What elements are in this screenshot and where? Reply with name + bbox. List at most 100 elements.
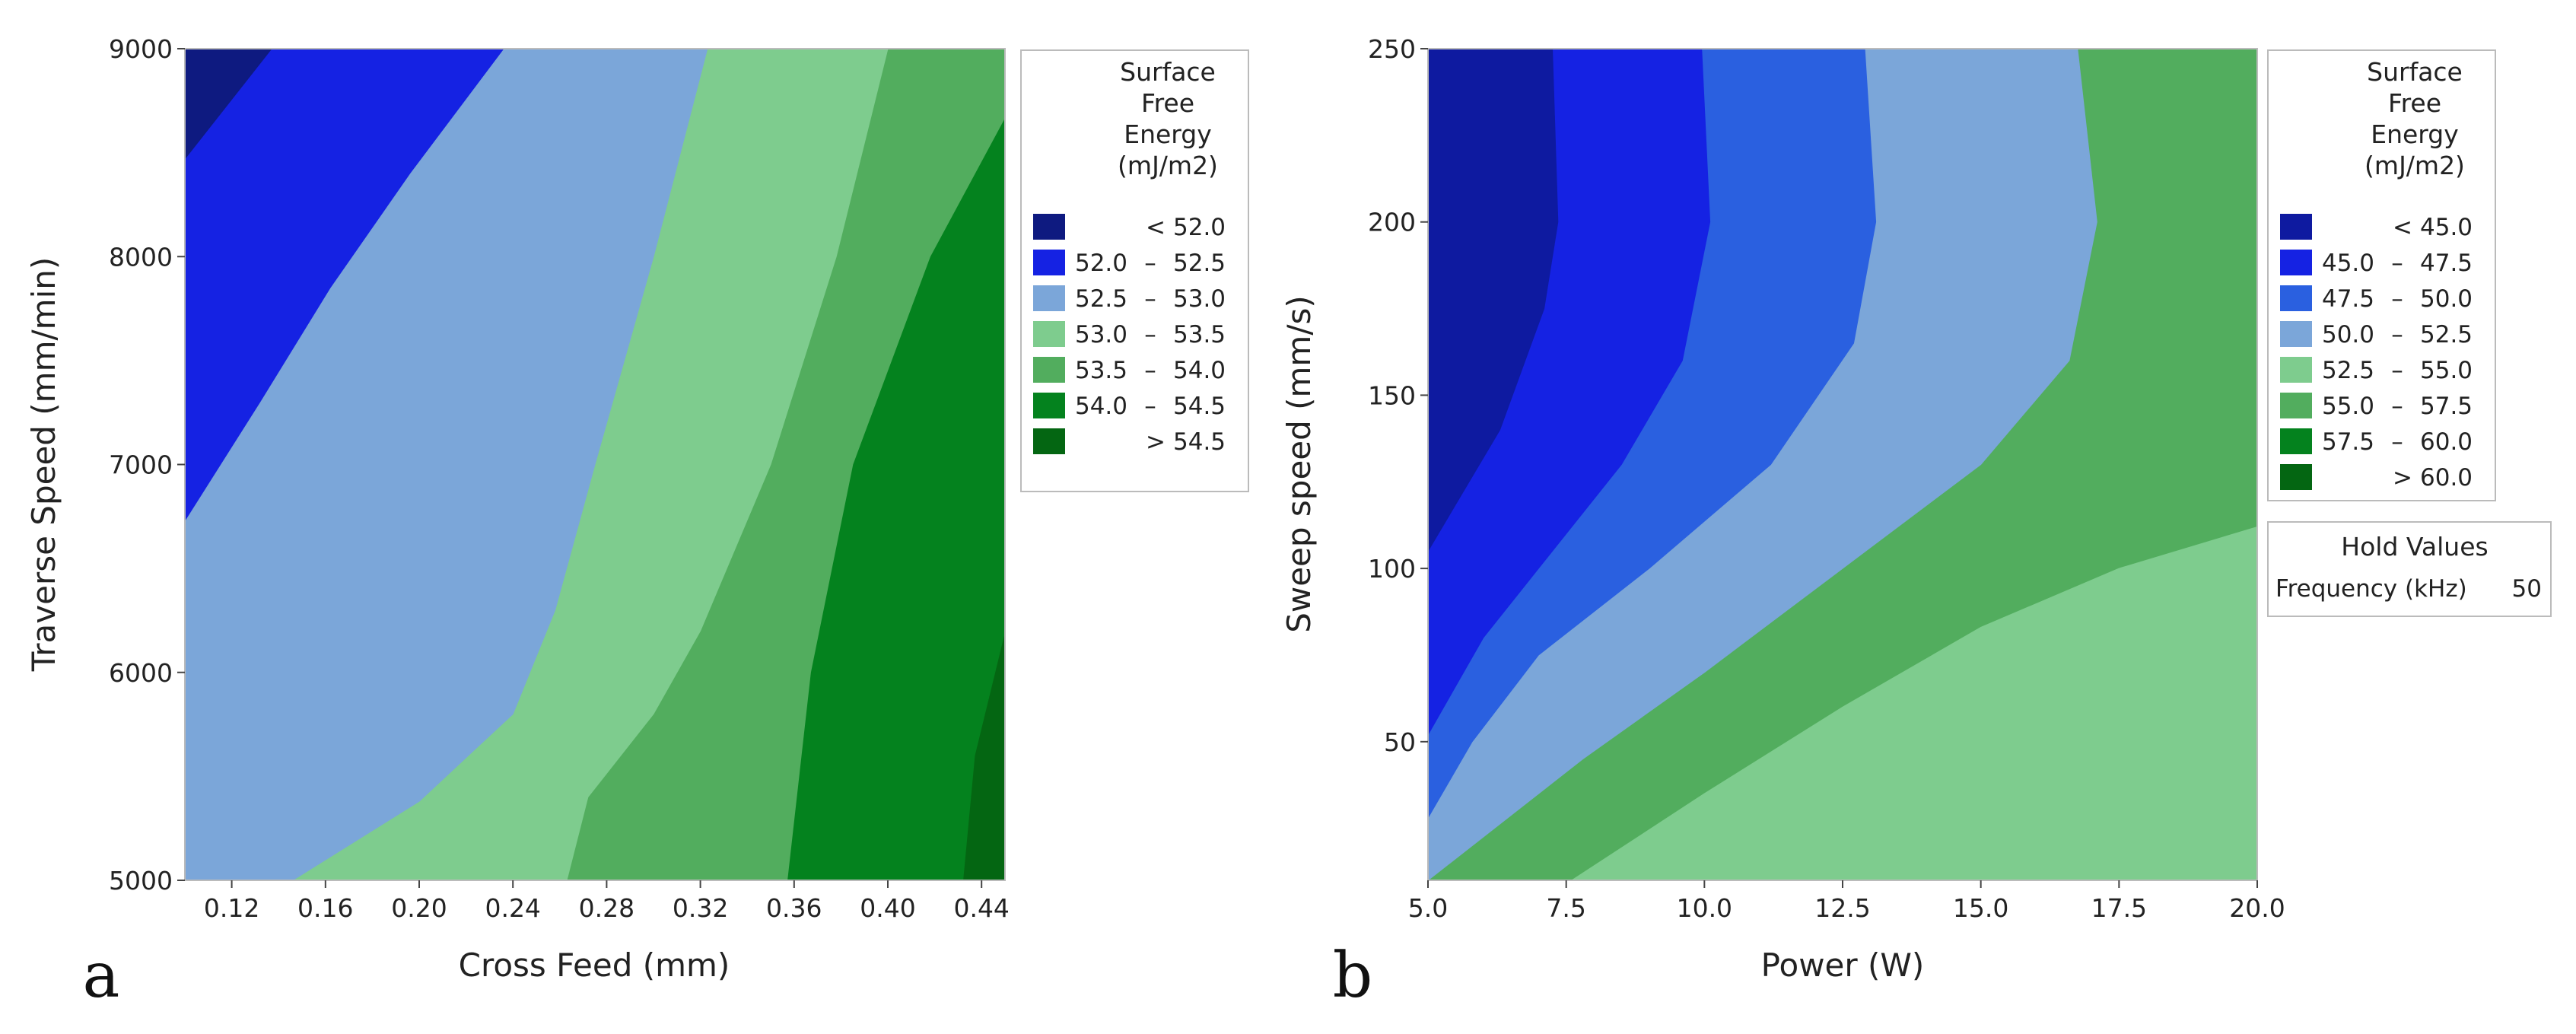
legend-title-line: Surface [2367, 57, 2463, 87]
x-tick-label: 20.0 [2229, 893, 2285, 923]
legend-swatch [2280, 464, 2312, 490]
legend-label-high: 57.5 [2420, 393, 2473, 420]
x-tick-label: 0.24 [485, 893, 540, 923]
legend-label-high: 55.0 [2420, 357, 2473, 384]
contour-band [185, 49, 504, 522]
panel-label: b [1333, 940, 1373, 1012]
legend-label-dash: – [2391, 285, 2403, 313]
legend-label-low: 53.5 [1075, 357, 1127, 384]
legend-swatch [2280, 321, 2312, 347]
legend-label-high: 52.5 [1173, 250, 1226, 277]
contour-regions [1428, 49, 2257, 880]
legend-label-low: 47.5 [2322, 285, 2374, 313]
y-tick-label: 250 [1368, 34, 1416, 64]
y-tick-label: 9000 [109, 34, 173, 64]
legend-label-dash: – [1144, 285, 1156, 313]
x-tick-label: 0.40 [860, 893, 915, 923]
legend-label-low: 54.0 [1075, 393, 1127, 420]
legend-label-dash: – [2391, 393, 2403, 420]
legend-label-value: 54.5 [1173, 428, 1226, 456]
legend-swatch [1033, 321, 1065, 347]
legend-label-high: 52.5 [2420, 321, 2473, 348]
x-tick-label: 12.5 [1814, 893, 1870, 923]
x-axis-title: Cross Feed (mm) [459, 947, 730, 984]
y-tick-label: 6000 [109, 658, 173, 688]
legend-swatch [1033, 393, 1065, 418]
legend-label-dash: – [2391, 357, 2403, 384]
legend-label-dash: – [1144, 357, 1156, 384]
legend-swatch [1033, 357, 1065, 383]
legend-label-high: 53.0 [1173, 285, 1226, 313]
hold-values: Hold Values Frequency (kHz) 50 [2267, 521, 2552, 617]
x-tick-label: 0.36 [766, 893, 822, 923]
chart-panel-b: 5.0 7.5 10.0 12.5 15.0 17.5 20.0 50 100 150 200 250… [1280, 34, 2552, 1012]
legend-swatch [2280, 357, 2312, 383]
x-tick-label: 0.32 [673, 893, 728, 923]
x-tick-label: 10.0 [1677, 893, 1732, 923]
legend-label-op: > [2393, 464, 2412, 492]
legend-label-value: 52.0 [1173, 214, 1226, 241]
legend-label-high: 54.0 [1173, 357, 1226, 384]
y-tick-label: 8000 [109, 242, 173, 272]
legend-label-low: 50.0 [2322, 321, 2374, 348]
legend-swatch [2280, 250, 2312, 275]
legend-label-low: 52.0 [1075, 250, 1127, 277]
x-tick-label: 5.0 [1408, 893, 1448, 923]
y-tick-label: 100 [1368, 554, 1416, 584]
y-tick-label: 150 [1368, 380, 1416, 410]
contour-band [185, 49, 272, 160]
legend-swatch [1033, 285, 1065, 311]
legend-label-op: < [1146, 214, 1166, 241]
x-tick-label: 7.5 [1546, 893, 1585, 923]
legend-label-op: > [1146, 428, 1166, 456]
legend-label-op: < [2393, 214, 2412, 241]
legend-label-dash: – [2391, 428, 2403, 456]
y-axis-title: Sweep speed (mm/s) [1280, 295, 1318, 633]
x-tick-label: 17.5 [2091, 893, 2147, 923]
legend-label-low: 57.5 [2322, 428, 2374, 456]
legend-label-value: 60.0 [2420, 464, 2473, 492]
legend-label-dash: – [1144, 393, 1156, 420]
legend-label-high: 47.5 [2420, 250, 2473, 277]
legend-title-line: (mJ/m2) [2365, 151, 2465, 180]
legend-swatch [1033, 214, 1065, 240]
legend-swatch [2280, 428, 2312, 454]
y-tick-label: 50 [1384, 727, 1416, 757]
hold-values-box [2267, 521, 2552, 617]
x-tick-label: 0.20 [391, 893, 447, 923]
hold-values-label: Frequency (kHz) [2275, 575, 2467, 603]
x-tick-label: 0.28 [579, 893, 634, 923]
y-tick-label: 5000 [109, 866, 173, 896]
legend-label-low: 52.5 [1075, 285, 1127, 313]
chart-panel-a: 0.12 0.16 0.20 0.24 0.28 0.32 0.36 0.40 0.44 5000… [25, 34, 1249, 1012]
legend-swatch [1033, 250, 1065, 275]
legend-label-dash: – [2391, 250, 2403, 277]
legend-label-high: 50.0 [2420, 285, 2473, 313]
y-tick-label: 200 [1368, 208, 1416, 237]
legend-swatch [2280, 214, 2312, 240]
legend-swatch [1033, 428, 1065, 454]
legend-label-low: 45.0 [2322, 250, 2374, 277]
contour-band [1428, 49, 1559, 552]
legend-title-line: Surface [1120, 57, 1216, 87]
legend-label-low: 53.0 [1075, 321, 1127, 348]
legend-title-line: Free [1141, 88, 1194, 118]
legend-label-high: 60.0 [2420, 428, 2473, 456]
legend-title-line: Energy [2371, 119, 2459, 149]
legend-title-line: (mJ/m2) [1118, 151, 1218, 180]
legend-label-low: 55.0 [2322, 393, 2374, 420]
legend-label-value: 45.0 [2420, 214, 2473, 241]
legend-label-dash: – [1144, 250, 1156, 277]
y-tick-label: 7000 [109, 450, 173, 480]
contour-band [1428, 49, 2257, 880]
contour-regions [185, 49, 1005, 880]
legend-label-dash: – [1144, 321, 1156, 348]
x-tick-label: 0.44 [953, 893, 1009, 923]
hold-values-title: Hold Values [2341, 532, 2488, 562]
y-axis-title: Traverse Speed (mm/min) [25, 257, 62, 672]
x-tick-label: 15.0 [1953, 893, 2008, 923]
legend-swatch [2280, 393, 2312, 418]
